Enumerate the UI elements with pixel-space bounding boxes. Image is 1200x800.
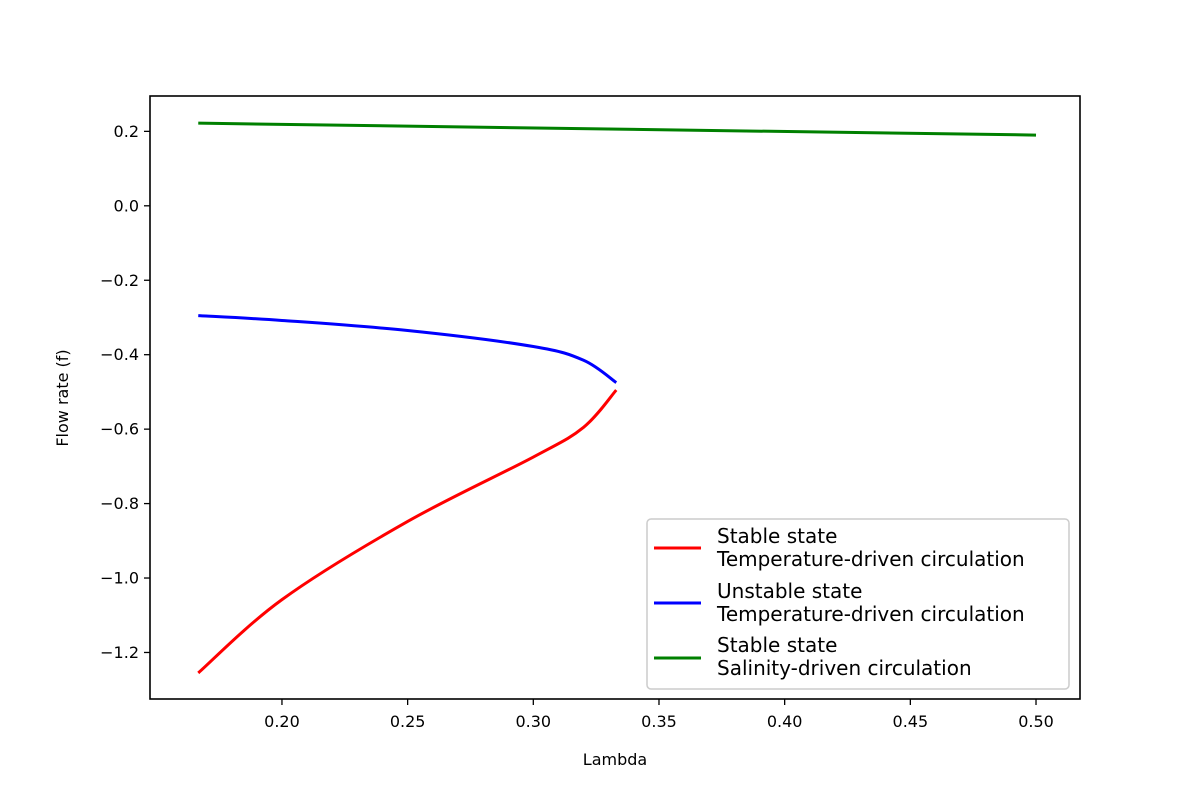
legend: Stable state Temperature-driven circulat… bbox=[646, 518, 1070, 690]
x-tick-label: 0.40 bbox=[767, 712, 803, 731]
legend-label-unstable-temperature-line1: Unstable state bbox=[717, 579, 862, 603]
y-tick-label: −0.6 bbox=[100, 420, 139, 439]
series-layer bbox=[197, 121, 1037, 675]
legend-label-stable-temperature-line2: Temperature-driven circulation bbox=[716, 547, 1025, 571]
legend-label-stable-salinity-line1: Stable state bbox=[717, 633, 837, 657]
x-axis-label: Lambda bbox=[583, 750, 647, 769]
legend-label-stable-salinity-line2: Salinity-driven circulation bbox=[717, 656, 972, 680]
legend-label-unstable-temperature-line2: Temperature-driven circulation bbox=[716, 602, 1025, 626]
x-tick-label: 0.30 bbox=[515, 712, 551, 731]
legend-label-stable-temperature-line1: Stable state bbox=[717, 524, 837, 548]
x-tick-label: 0.50 bbox=[1018, 712, 1054, 731]
y-tick-label: −0.8 bbox=[100, 494, 139, 513]
y-tick-label: −1.0 bbox=[100, 569, 139, 588]
x-tick-label: 0.20 bbox=[264, 712, 300, 731]
y-tick-label: −1.2 bbox=[100, 643, 139, 662]
plot-frame bbox=[149, 95, 1081, 700]
series-line-stable-salinity bbox=[198, 121, 1037, 137]
x-axis: 0.20 0.25 0.30 0.35 0.40 0.45 0.50 bbox=[264, 699, 1054, 731]
y-axis-label: Flow rate (f) bbox=[53, 349, 72, 446]
y-axis: 0.2 0.0 −0.2 −0.4 −0.6 −0.8 −1.0 −1.2 bbox=[100, 122, 150, 662]
x-tick-label: 0.45 bbox=[893, 712, 929, 731]
x-tick-label: 0.35 bbox=[641, 712, 677, 731]
y-tick-label: 0.2 bbox=[114, 122, 139, 141]
series-line-stable-temperature bbox=[197, 389, 618, 675]
y-tick-label: −0.4 bbox=[100, 345, 139, 364]
series-line-unstable-temperature bbox=[198, 314, 618, 384]
y-tick-label: −0.2 bbox=[100, 271, 139, 290]
y-tick-label: 0.0 bbox=[114, 196, 139, 215]
legend-box bbox=[646, 518, 1070, 690]
x-tick-label: 0.25 bbox=[390, 712, 426, 731]
